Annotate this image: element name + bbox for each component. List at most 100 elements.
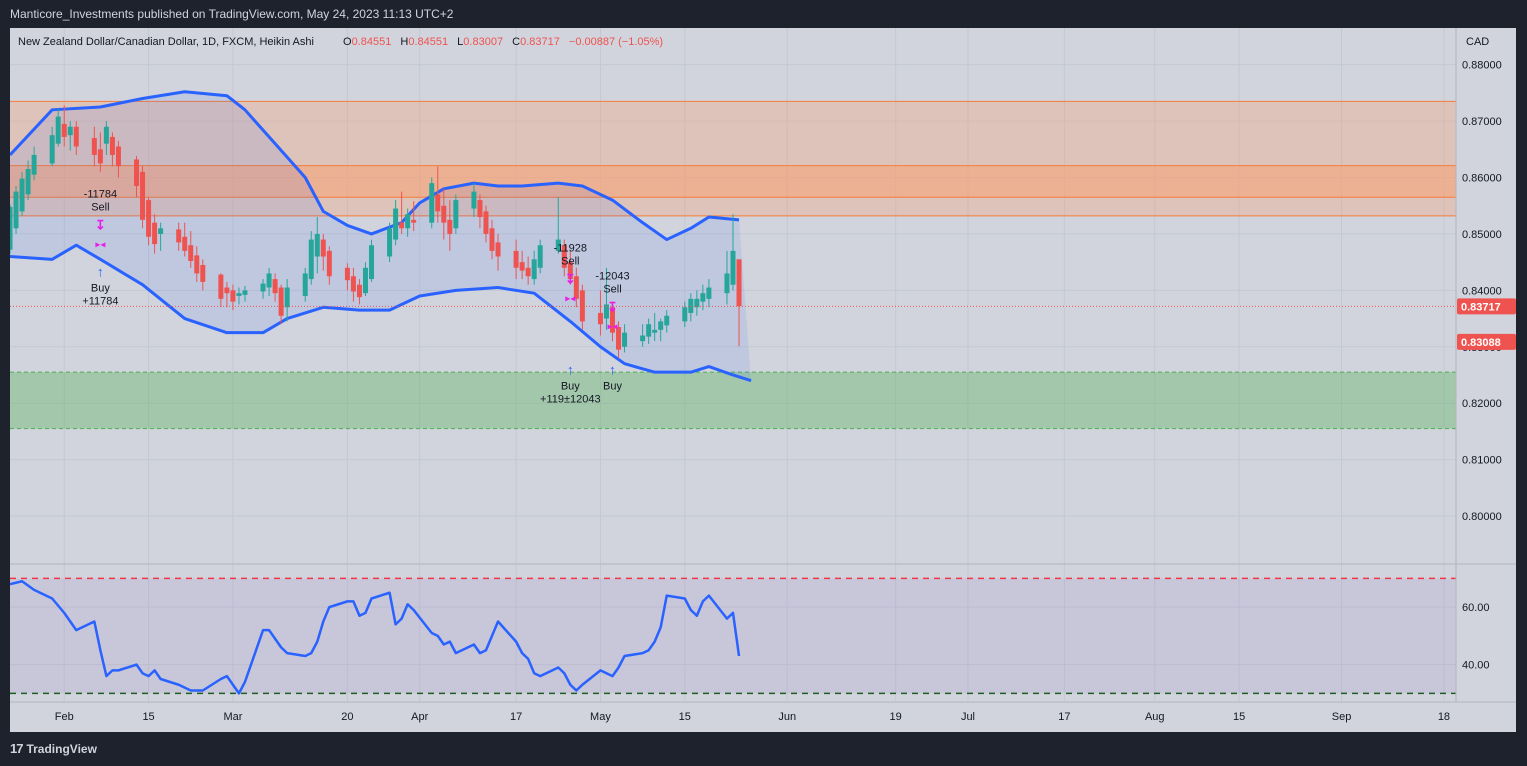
candle-body [260,283,266,292]
price-tag-bg [1457,298,1516,315]
sell-arrow-icon: ↧ [95,217,106,232]
candle-body [411,219,417,223]
supply-zone-supply-inner [10,165,1456,198]
signal-buy-amount: +119±12043 [540,394,601,406]
candle-body [688,298,694,313]
candle-body [646,324,652,337]
signal-buy-label: Buy [603,381,622,393]
price-tag-bg [1457,333,1516,350]
candle-body [200,264,206,282]
tradingview-logo[interactable]: 17 TradingView [10,741,97,756]
candle-body [97,149,103,164]
signal-buy-label: Buy [561,381,580,393]
legend-low-label: L [457,36,463,48]
legend-change: −0.00887 (−1.05%) [569,36,663,48]
candle-body [393,208,399,240]
candle-body [489,228,495,251]
price-tick-label: 0.87000 [1462,116,1502,128]
candle-body [513,250,519,268]
candle-body [555,239,561,251]
candle-body [561,245,567,268]
candle-body [67,126,73,136]
candle-body [302,273,308,296]
signal-buy-label: Buy [91,282,110,294]
rsi-line [10,580,741,695]
time-tick-label: Mar [223,711,242,723]
signal-sell-amount: -12043 [595,271,629,283]
candle-body [146,200,152,237]
candle-body [356,284,362,298]
candle-body [573,276,579,299]
price-tick-label: 0.84000 [1462,285,1502,297]
chart-panel[interactable]: -11784 Sell ↧ ▸◂ ↑ Buy +11784 -11928 Sell ↧ ▸◂ ↑ Buy… [10,28,1516,732]
candle-body [724,273,730,294]
exit-marker-icon: ▸◂ [565,293,575,304]
time-tick-label: Jul [961,711,975,723]
time-tick-label: 17 [1058,711,1070,723]
candle-body [224,287,230,294]
candle-body [471,191,477,209]
candle-body [103,126,109,144]
candle-body [652,329,658,333]
candle-body [194,255,200,274]
candle-body [13,191,19,229]
price-tick-label: 0.88000 [1462,60,1502,72]
candle-body [453,200,459,229]
candle-body [242,290,248,295]
candle-body [61,123,67,137]
time-tick-label: 19 [890,711,902,723]
bollinger-layer [10,90,752,383]
exit-marker-icon: ▸◂ [95,239,105,250]
candle-body [579,290,585,322]
candle-body [694,298,700,308]
candle-body [597,312,603,325]
candle-body [218,274,224,299]
legend-close-label: C [512,36,520,48]
candle-body [525,267,531,277]
candle-body [230,290,236,302]
signal-sell-label: Sell [91,201,109,213]
rsi-band-fill [10,578,1456,694]
candle-body [91,138,97,155]
candle-body [10,206,13,250]
publisher-line: Manticore_Investments published on Tradi… [10,7,454,21]
time-tick-label: Sep [1332,711,1352,723]
candle-body [140,171,146,220]
time-tick-label: Apr [411,711,428,723]
chart-svg[interactable]: -11784Sell↧▸◂↑Buy+11784-11928Sell↧▸◂↑Buy… [10,28,1516,732]
sell-arrow-icon: ↧ [565,271,576,286]
candle-body [495,242,501,257]
candle-body [519,262,525,271]
candle-body [441,205,447,223]
candle-body [278,287,284,316]
candle-body [429,183,435,223]
candle-body [603,304,609,319]
candle-body [387,228,393,257]
price-tick-label: 0.81000 [1462,455,1502,467]
time-tick-label: 17 [510,711,522,723]
signal-buy-amount: +11784 [82,295,118,307]
bollinger-lower-line [10,243,752,383]
candle-body [405,214,411,229]
candle-body [176,229,182,243]
candle-body [344,267,350,281]
candle-body [700,293,706,302]
candle-body [531,259,537,280]
candle-body [447,219,453,234]
candle-body [152,222,158,245]
candle-body [706,287,712,299]
candle-body [272,279,278,294]
rsi-tick-label: 40.00 [1462,660,1490,672]
candle-body [350,276,356,292]
candle-body [326,250,332,277]
legend-high-value: 0.84551 [408,36,448,48]
rsi-layer [10,577,1456,695]
candle-body [640,335,646,342]
time-tick-label: 18 [1438,711,1450,723]
candle-body [610,307,615,333]
demand-zone [10,372,1456,429]
buy-arrow-icon: ↑ [567,362,574,378]
legend-symbol: New Zealand Dollar/Canadian Dollar, 1D, … [18,36,314,48]
tradingview-brand: TradingView [26,741,97,756]
signal-sell-label: Sell [603,284,621,296]
